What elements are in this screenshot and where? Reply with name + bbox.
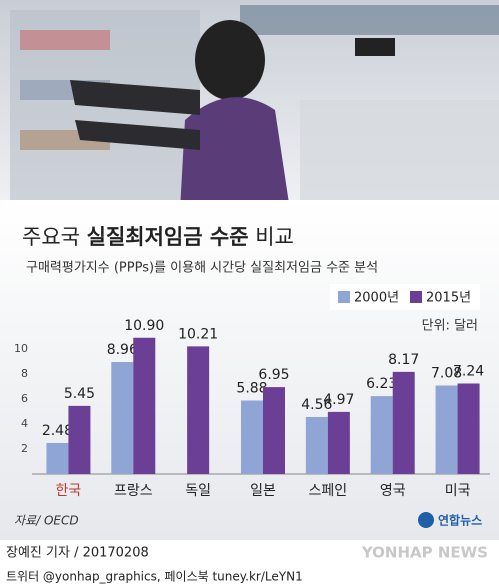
social: 트위터 @yonhap_graphics, 페이스북 tuney.kr/LeYN…	[6, 570, 303, 584]
title-tail: 비교	[255, 225, 294, 249]
y-tick-label: 8	[21, 367, 28, 380]
bar	[392, 371, 415, 474]
chart-background	[0, 200, 499, 540]
bar	[263, 387, 285, 474]
x-tick-label: 한국	[56, 483, 82, 499]
credit: 장예진 기자 / 20170208	[6, 546, 149, 561]
bar	[327, 411, 350, 474]
bar	[68, 405, 91, 474]
value-label: 6.95	[258, 367, 289, 383]
bar	[111, 362, 134, 474]
y-tick-label: 6	[21, 392, 28, 405]
legend-swatch	[338, 291, 350, 303]
value-label: 5.88	[236, 381, 267, 397]
value-label: 8.96	[107, 342, 138, 358]
logo-icon	[418, 512, 434, 528]
x-tick-label: 영국	[380, 483, 406, 499]
legend-box	[330, 284, 480, 310]
logo: 연합뉴스	[438, 513, 482, 528]
legend-label: 2015년	[426, 291, 471, 306]
legend-swatch	[410, 291, 422, 303]
chart-title: 주요국 실질최저임금 수준 비교	[22, 225, 294, 249]
y-tick-label: 10	[14, 342, 28, 355]
x-tick-label: 프랑스	[114, 483, 153, 499]
value-label: 7.08	[431, 366, 462, 382]
value-label: 10.21	[178, 326, 218, 342]
bar	[46, 443, 69, 474]
unit-label: 단위: 달러	[422, 319, 478, 334]
legend-label: 2000년	[354, 291, 399, 306]
photo	[0, 0, 499, 230]
watermark: YONHAP NEWS	[361, 544, 488, 562]
title-lead: 주요국	[22, 225, 80, 249]
value-label: 4.97	[323, 392, 354, 408]
x-tick-label: 스페인	[309, 483, 348, 499]
x-tick-label: 독일	[185, 483, 211, 499]
bar	[435, 385, 458, 474]
bar	[370, 396, 393, 474]
bar	[457, 383, 480, 474]
source: 자료/ OECD	[14, 514, 79, 528]
value-label: 8.17	[388, 352, 419, 368]
x-tick-label: 일본	[250, 483, 276, 499]
subtitle: 구매력평가지수 (PPPs)를 이용해 시간당 실질최저임금 수준 분석	[26, 261, 378, 276]
bar	[187, 346, 210, 474]
value-label: 6.23	[366, 376, 397, 392]
value-label: 2.48	[42, 423, 73, 439]
value-label: 10.90	[124, 318, 164, 334]
y-tick-label: 2	[21, 442, 28, 455]
bar	[305, 417, 328, 474]
value-label: 7.24	[453, 364, 484, 380]
bar	[133, 337, 156, 474]
value-label: 5.45	[64, 386, 95, 402]
y-tick-label: 4	[21, 417, 28, 430]
bar	[241, 400, 263, 474]
value-label: 4.56	[301, 397, 332, 413]
title-bold: 실질최저임금 수준	[87, 225, 249, 249]
x-tick-label: 미국	[445, 483, 471, 499]
